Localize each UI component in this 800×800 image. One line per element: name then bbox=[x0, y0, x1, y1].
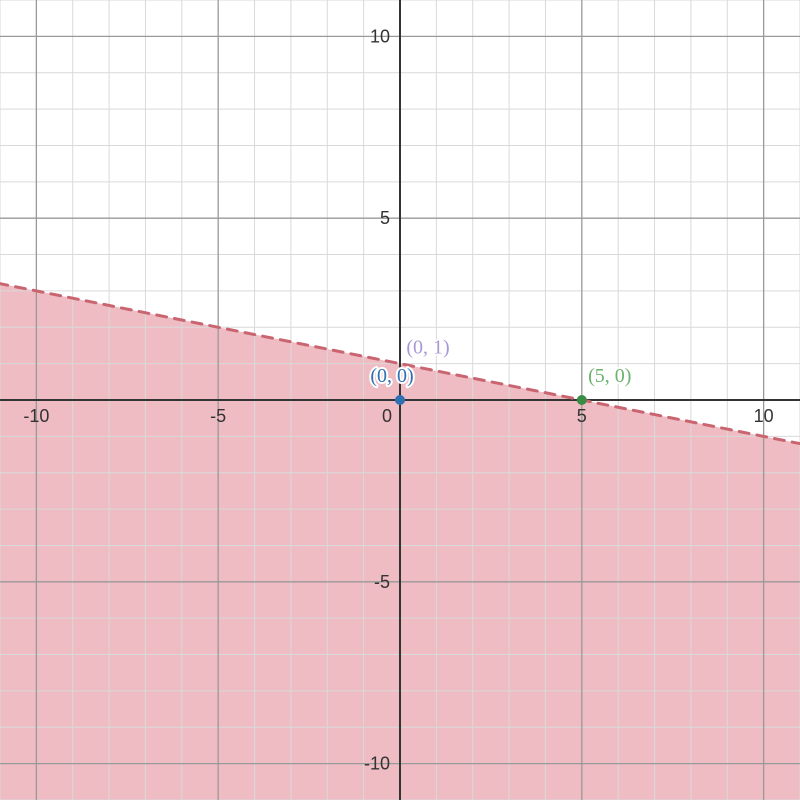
point-label-point-50: (5, 0) bbox=[588, 365, 631, 387]
inequality-graph: -10-50510-10-5510(0, 1)(0, 1)(0, 0)(0, 0… bbox=[0, 0, 800, 800]
chart-canvas: -10-50510-10-5510(0, 1)(0, 1)(0, 0)(0, 0… bbox=[0, 0, 800, 800]
point-label-point-00: (0, 0) bbox=[370, 365, 413, 387]
axis-tick-label: -10 bbox=[364, 754, 390, 774]
axis-tick-label: -5 bbox=[210, 406, 226, 426]
axis-tick-label: 0 bbox=[382, 406, 392, 426]
axis-tick-label: -10 bbox=[23, 406, 49, 426]
axis-tick-label: 5 bbox=[380, 208, 390, 228]
axis-tick-label: 10 bbox=[754, 406, 774, 426]
axis-tick-label: 10 bbox=[370, 26, 390, 46]
point-marker-point-50 bbox=[577, 395, 587, 405]
point-label-point-01: (0, 1) bbox=[406, 337, 449, 359]
point-marker-point-00 bbox=[395, 395, 405, 405]
axis-tick-label: 5 bbox=[577, 406, 587, 426]
axis-tick-label: -5 bbox=[374, 572, 390, 592]
